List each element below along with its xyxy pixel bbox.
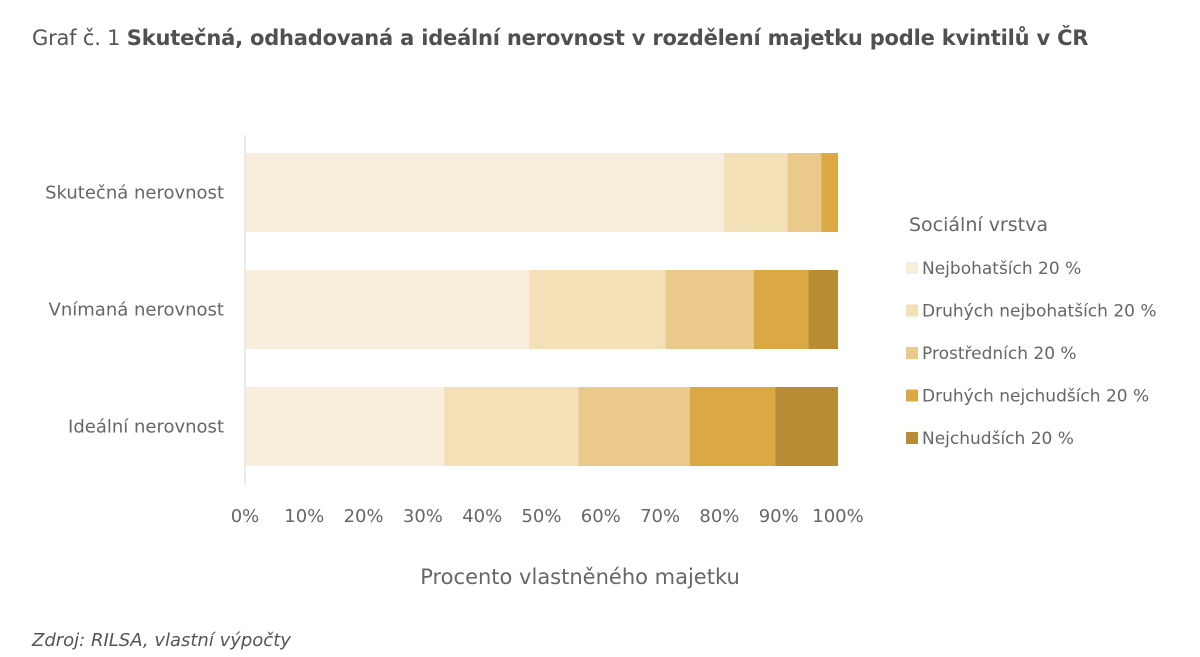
bar-segment bbox=[444, 387, 579, 466]
source-note: Zdroj: RILSA, vlastní výpočty bbox=[32, 630, 291, 651]
x-tick-label: 50% bbox=[521, 506, 561, 527]
x-tick-label: 30% bbox=[403, 506, 443, 527]
bar-segment bbox=[689, 387, 776, 466]
chart-title-main: Skutečná, odhadovaná a ideální nerovnost… bbox=[126, 26, 1089, 50]
x-tick-label: 80% bbox=[699, 506, 739, 527]
category-labels: Skutečná nerovnost Vnímaná nerovnost Ideál… bbox=[45, 183, 224, 438]
legend-swatch bbox=[906, 304, 918, 317]
bar-segment bbox=[787, 153, 822, 232]
legend-swatch bbox=[906, 432, 918, 444]
bar-segment bbox=[775, 387, 838, 466]
x-tick-label: 40% bbox=[462, 506, 502, 527]
x-axis-tick-labels: 0% 10% 20% 30% 40% 50% 60% 70% 80% 90% 100% bbox=[231, 506, 864, 527]
legend-label: Nejbohatších 20 % bbox=[922, 259, 1081, 279]
bar-segment bbox=[245, 270, 530, 349]
legend-swatch bbox=[906, 262, 918, 274]
category-label: Vnímaná nerovnost bbox=[49, 300, 224, 321]
legend-label: Druhých nejbohatších 20 % bbox=[922, 302, 1157, 322]
x-axis-label: Procento vlastněného majetku bbox=[420, 565, 740, 589]
x-tick-label: 70% bbox=[640, 506, 680, 527]
bar-segment bbox=[724, 153, 788, 232]
category-label: Skutečná nerovnost bbox=[45, 183, 224, 204]
legend-label: Nejchudších 20 % bbox=[922, 429, 1074, 449]
bar-segment bbox=[245, 387, 445, 466]
category-label: Ideální nerovnost bbox=[68, 417, 224, 438]
chart-title-prefix: Graf č. 1 bbox=[32, 26, 121, 50]
bar-segment bbox=[578, 387, 690, 466]
legend-swatch bbox=[906, 347, 918, 359]
bar-segment bbox=[245, 153, 725, 232]
bar-segment bbox=[529, 270, 666, 349]
legend-label: Druhých nejchudších 20 % bbox=[922, 387, 1149, 407]
legend-swatch bbox=[906, 389, 918, 402]
x-tick-label: 100% bbox=[812, 506, 863, 527]
bars-group bbox=[245, 153, 838, 466]
x-tick-label: 20% bbox=[344, 506, 384, 527]
x-tick-label: 10% bbox=[284, 506, 324, 527]
bar-segment bbox=[665, 270, 754, 349]
chart-title: Graf č. 1 Skutečná, odhadovaná a ideální… bbox=[32, 26, 1088, 50]
bar-segment bbox=[821, 153, 838, 232]
legend-title: Sociální vrstva bbox=[909, 214, 1048, 236]
legend: Sociální vrstva Nejbohatších 20 % Druhých… bbox=[906, 214, 1157, 449]
x-tick-label: 0% bbox=[231, 506, 260, 527]
x-tick-label: 90% bbox=[759, 506, 799, 527]
bar-segment bbox=[808, 270, 838, 349]
x-tick-label: 60% bbox=[581, 506, 621, 527]
legend-label: Prostředních 20 % bbox=[922, 344, 1077, 364]
bar-segment bbox=[753, 270, 809, 349]
